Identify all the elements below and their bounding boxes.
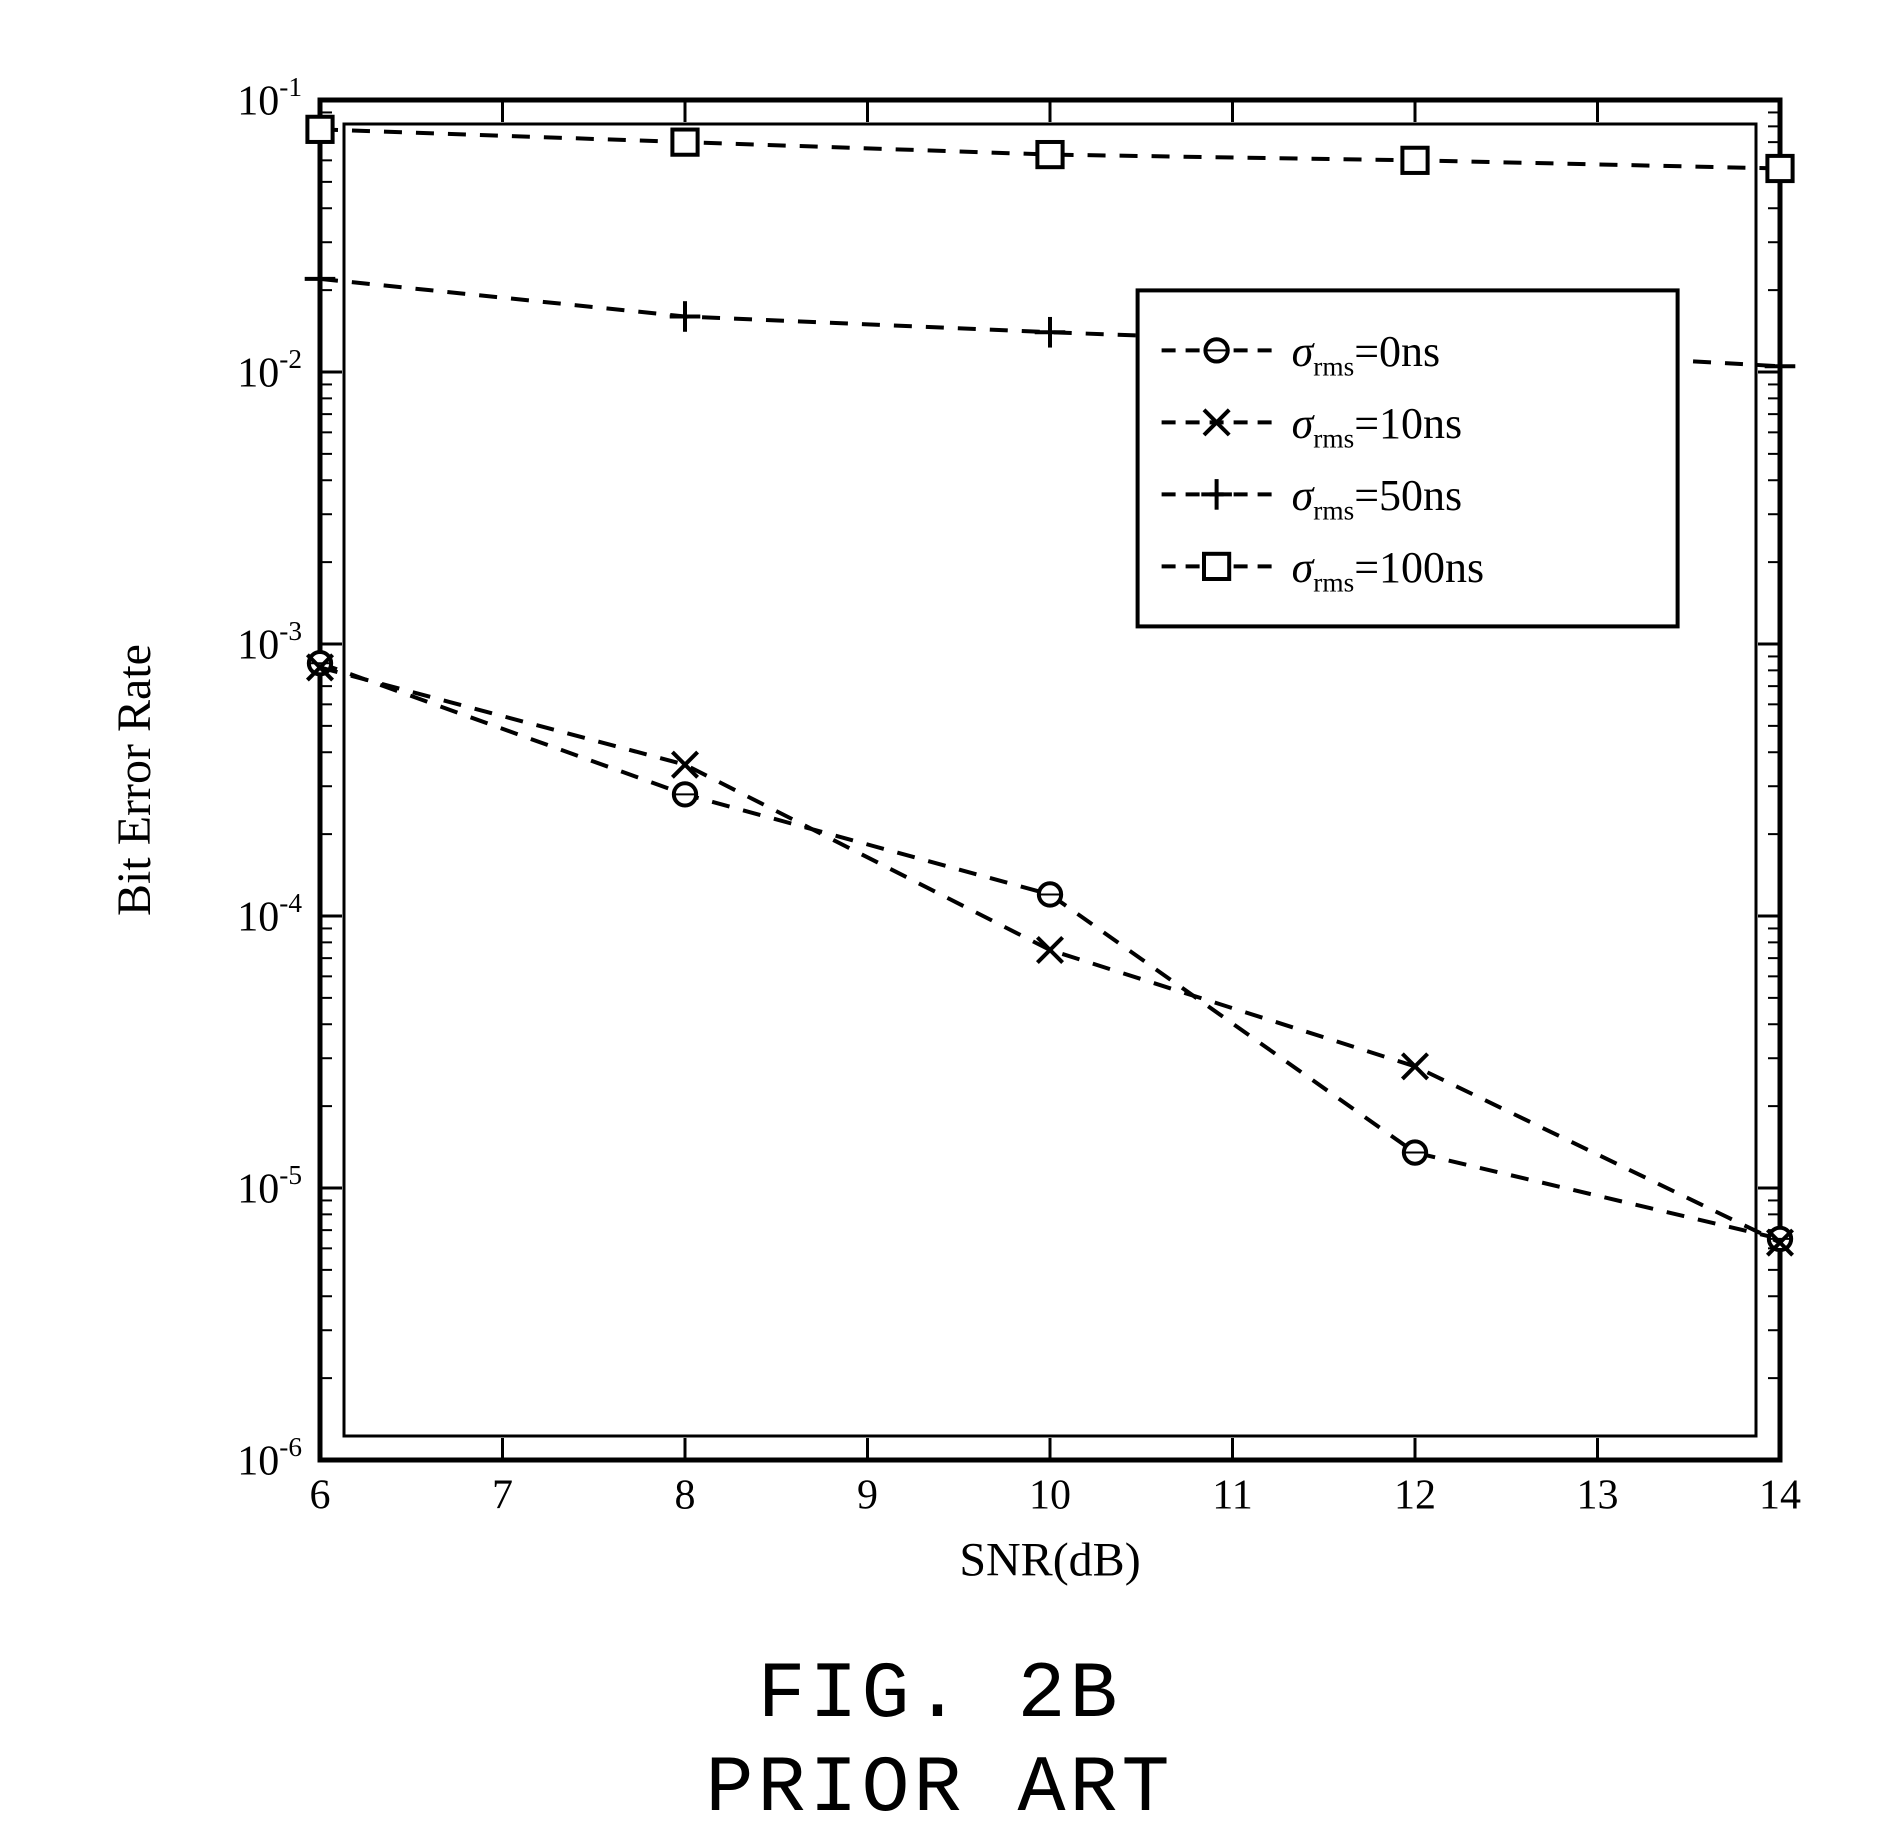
chart-container: 6 7 8 9 10 11 12 13 14 SNR(dB) 10-1 10-2 10-3 10-4 10-…	[60, 40, 1820, 1605]
x-tick-label: 9	[857, 1472, 878, 1518]
x-axis-label: SNR(dB)	[959, 1534, 1140, 1587]
series-line	[320, 667, 1780, 1242]
marker-square	[1767, 156, 1792, 181]
x-tick-label: 7	[492, 1472, 513, 1518]
figure-caption-line1: FIG. 2B	[0, 1650, 1879, 1741]
marker-square	[307, 117, 332, 142]
x-tick-label: 11	[1212, 1472, 1252, 1518]
x-tick-label: 13	[1577, 1472, 1619, 1518]
series-s10	[307, 655, 1792, 1255]
marker-square	[1204, 554, 1229, 579]
figure-caption-line2: PRIOR ART	[0, 1744, 1879, 1835]
y-axis-label: Bit Error Rate	[108, 644, 161, 916]
ber-vs-snr-chart: 6 7 8 9 10 11 12 13 14 SNR(dB) 10-1 10-2 10-3 10-4 10-…	[60, 40, 1820, 1600]
marker-square	[1037, 142, 1062, 167]
y-tick-label: 10-2	[237, 344, 302, 397]
legend: σrms=0nsσrms=10nsσrms=50nsσrms=100ns	[1138, 290, 1678, 626]
y-tick-label: 10-3	[237, 616, 302, 669]
x-tick-label: 8	[675, 1472, 696, 1518]
y-tick-label: 10-4	[237, 888, 302, 941]
x-tick-label: 14	[1759, 1472, 1801, 1518]
y-tick-label: 10-1	[237, 72, 302, 125]
x-tick-label: 10	[1029, 1472, 1071, 1518]
marker-square	[1402, 148, 1427, 173]
x-tick-label: 6	[310, 1472, 331, 1518]
y-tick-label: 10-6	[237, 1432, 302, 1485]
x-tick-label: 12	[1394, 1472, 1436, 1518]
y-tick-label: 10-5	[237, 1160, 302, 1213]
series-s100	[307, 117, 1792, 181]
marker-square	[672, 130, 697, 155]
